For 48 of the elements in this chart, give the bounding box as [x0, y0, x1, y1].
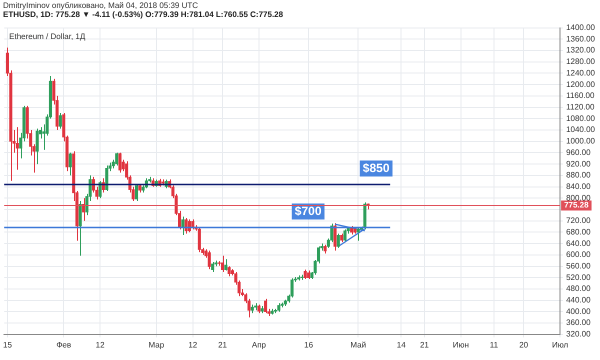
y-tick-label: 1200.00: [566, 80, 596, 89]
y-tick-label: 840.00: [566, 182, 592, 191]
y-tick-label: 520.00: [566, 272, 592, 282]
ref-line-label: $700: [294, 204, 322, 218]
text: Ethereum / Dollar, 1Д: [9, 32, 86, 42]
y-tick-label: 800.00: [566, 193, 592, 202]
y-tick-label: 880.00: [566, 170, 592, 180]
x-tick-label: 12: [188, 340, 198, 350]
x-tick-label: 15: [3, 340, 12, 350]
y-tick-label: 1360.00: [566, 34, 596, 44]
x-tick-label: 11: [490, 340, 499, 350]
y-tick-label: 960.00: [566, 148, 592, 157]
x-tick-label: 21: [420, 340, 430, 350]
x-tick-label: Май: [350, 340, 366, 350]
y-tick-label: 1120.00: [566, 102, 595, 112]
y-tick-label: 1160.00: [566, 91, 595, 100]
y-tick-label: 1240.00: [566, 68, 596, 78]
x-tick-label: 16: [304, 340, 314, 350]
x-tick-label: 21: [218, 340, 228, 350]
x-tick-label: 14: [396, 340, 406, 350]
y-tick-label: 920.00: [566, 159, 592, 168]
y-tick-label: 1040.00: [566, 125, 596, 134]
ref-line-label: $850: [362, 160, 390, 175]
chart-subtitle: ETHUSD, 1D: 775.28 ▼ -4.11 (-0.53%) O:779.39 H:781.04 L:760.55 C:775.28: [3, 10, 284, 19]
y-tick-label: 440.00: [566, 296, 592, 305]
x-tick-label: Июн: [452, 340, 469, 350]
y-tick-label: 480.00: [566, 284, 592, 294]
y-tick-label: 1400.00: [566, 23, 596, 32]
y-tick-label: 600.00: [566, 250, 592, 260]
x-tick-label: 12: [96, 340, 106, 350]
x-tick-label: Фев: [56, 340, 72, 350]
x-tick-label: 20: [519, 340, 529, 350]
y-tick-label: 1000.00: [566, 136, 596, 146]
y-tick-label: 1080.00: [566, 114, 596, 123]
y-tick-label: 1280.00: [566, 57, 596, 66]
y-tick-label: 320.00: [566, 330, 592, 339]
ref-line-label: 775.28: [564, 200, 590, 210]
y-tick-label: 680.00: [566, 227, 592, 236]
text: DmitryIminov опубликовано, Май 04, 2018 05:39 UTC: [3, 1, 200, 10]
y-tick-label: 360.00: [566, 318, 592, 328]
y-tick-label: 400.00: [566, 306, 592, 316]
x-tick-label: Апр: [252, 340, 267, 350]
y-tick-label: 1320.00: [566, 46, 596, 55]
x-tick-label: Июл: [552, 340, 569, 350]
y-tick-label: 640.00: [566, 238, 592, 248]
y-tick-label: 720.00: [566, 216, 592, 226]
y-tick-label: 560.00: [566, 261, 592, 270]
x-tick-label: Мар: [148, 340, 165, 350]
